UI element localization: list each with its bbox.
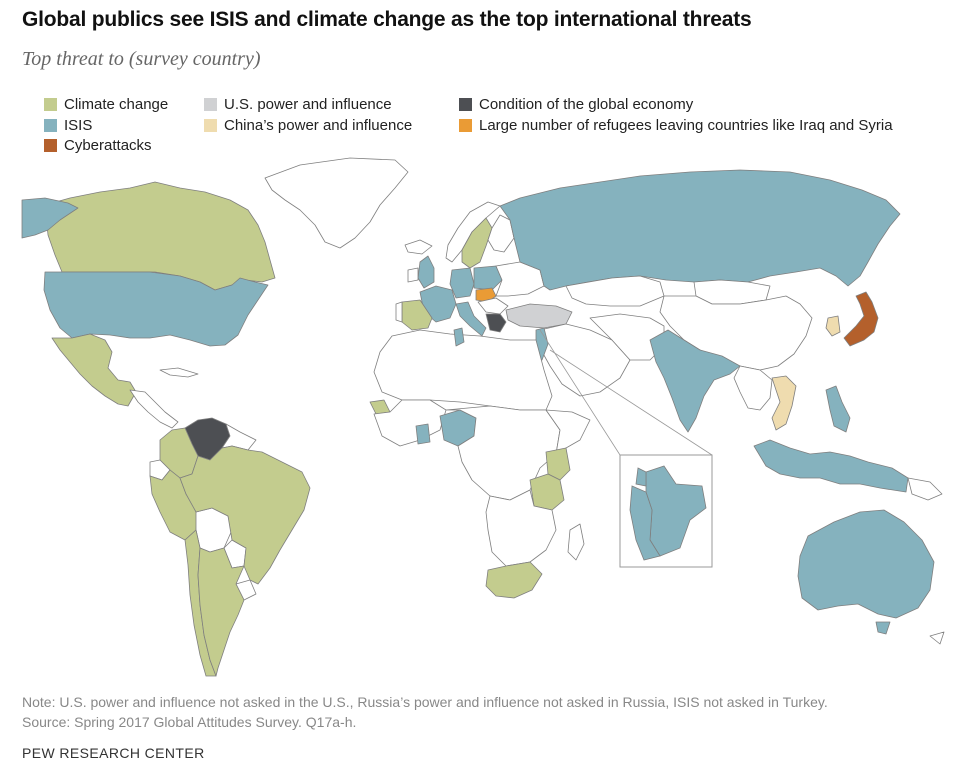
country-united-kingdom <box>417 255 435 289</box>
country-italy <box>455 301 487 337</box>
country-alaska <box>21 197 79 239</box>
brand-logo: PEW RESEARCH CENTER <box>22 745 205 761</box>
legend-label: ISIS <box>64 117 93 134</box>
country-south-africa <box>485 561 543 599</box>
country-southern-africa <box>485 489 557 567</box>
country-central-america <box>129 389 179 429</box>
country-madagascar <box>567 523 585 561</box>
legend-label: U.S. power and influence <box>224 96 392 113</box>
country-finland <box>487 214 515 253</box>
legend-swatch <box>44 139 57 152</box>
world-map <box>21 157 945 677</box>
country-russia <box>499 169 901 291</box>
inset-callout <box>539 329 713 568</box>
country-india <box>649 329 741 433</box>
legend-swatch <box>204 119 217 132</box>
inset-leader-line <box>549 349 713 456</box>
country-vietnam <box>771 375 797 431</box>
country-new-zealand <box>929 631 945 645</box>
country-cuba <box>159 367 199 378</box>
legend-item-climate-change: Climate change <box>44 96 168 113</box>
country-mexico <box>51 333 137 407</box>
country-turkey <box>505 303 573 329</box>
country-sweden <box>461 217 493 269</box>
legend-swatch <box>204 98 217 111</box>
country-balkans <box>477 297 509 315</box>
inset-israel <box>629 485 661 561</box>
country-senegal <box>369 399 391 415</box>
country-papua-new-guinea <box>907 477 943 501</box>
country-poland <box>473 265 503 291</box>
legend-label: Condition of the global economy <box>479 96 694 113</box>
legend-item-cyberattacks: Cyberattacks <box>44 137 152 154</box>
country-iceland <box>404 239 433 255</box>
legend-label: China’s power and influence <box>224 117 413 134</box>
country-middle-east <box>539 323 631 397</box>
country-kenya <box>545 447 571 481</box>
legend-item-us-power: U.S. power and influence <box>204 96 392 113</box>
country-tunisia <box>453 327 465 347</box>
country-argentina <box>197 547 245 677</box>
inset-lebanon <box>635 467 647 487</box>
country-kazakhstan <box>565 275 665 307</box>
note-line: Note: U.S. power and influence not asked… <box>22 694 828 710</box>
country-tasmania <box>875 621 891 635</box>
country-japan <box>843 291 879 347</box>
country-east-africa <box>545 409 591 455</box>
legend-swatch <box>44 119 57 132</box>
legend-swatch <box>44 98 57 111</box>
legend-item-china-power: China’s power and influence <box>204 117 412 134</box>
country-ghana <box>415 423 431 445</box>
country-southeast-asia <box>733 365 773 411</box>
country-greenland <box>264 157 409 249</box>
map-title: Global publics see ISIS and climate chan… <box>22 8 752 31</box>
source-line: Source: Spring 2017 Global Attitudes Sur… <box>22 714 357 730</box>
country-ireland <box>407 267 419 283</box>
legend-item-global-economy: Condition of the global economy <box>459 96 693 113</box>
note-block: Note: U.S. power and influence not asked… <box>22 692 828 732</box>
country-indonesia <box>753 439 909 493</box>
country-philippines <box>825 385 851 433</box>
legend-label: Cyberattacks <box>64 137 152 154</box>
legend-label: Climate change <box>64 96 169 113</box>
country-south-korea <box>825 315 841 337</box>
country-united-states <box>43 271 269 347</box>
inset-leader-line <box>539 329 621 456</box>
legend-swatch <box>459 98 472 111</box>
legend-swatch <box>459 119 472 132</box>
legend-label: Large number of refugees leaving countri… <box>479 117 893 134</box>
country-australia <box>797 509 935 619</box>
country-greece <box>485 313 507 333</box>
country-portugal <box>395 301 403 323</box>
legend-item-isis: ISIS <box>44 117 92 134</box>
country-germany <box>449 267 475 299</box>
map-subtitle: Top threat to (survey country) <box>22 48 261 70</box>
legend-item-refugees: Large number of refugees leaving countri… <box>459 117 893 134</box>
country-tanzania <box>529 473 565 511</box>
country-brazil <box>179 445 311 585</box>
